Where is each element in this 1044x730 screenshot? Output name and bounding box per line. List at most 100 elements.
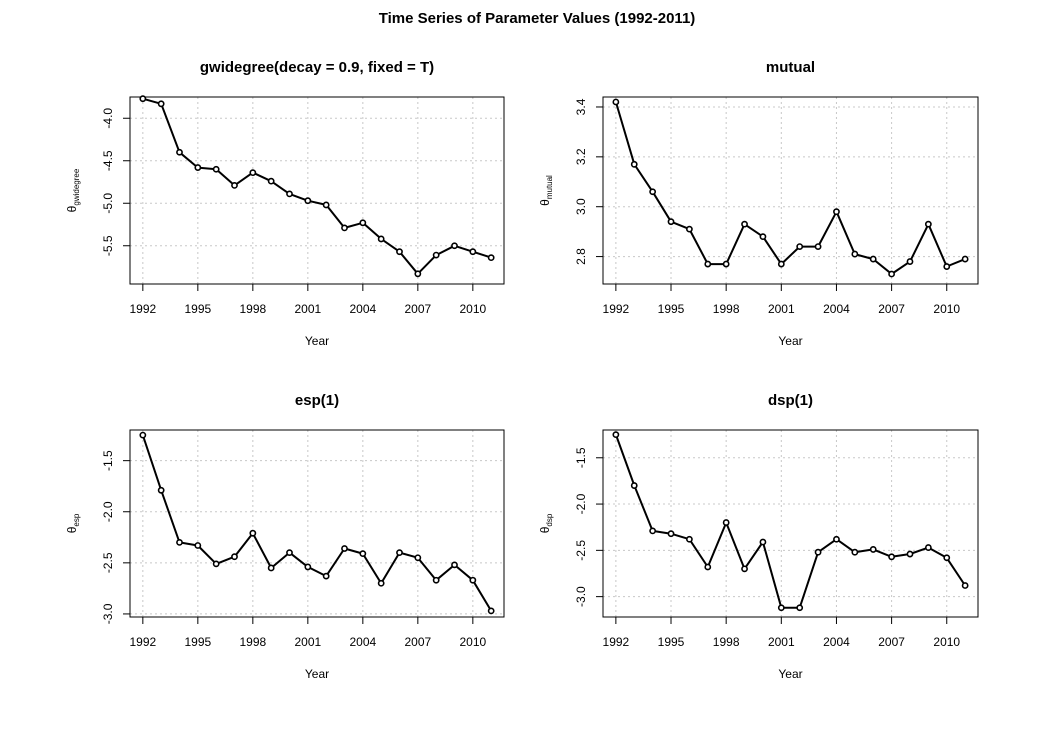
- data-point: [759, 538, 767, 546]
- y-axis-subscript: dsp: [545, 513, 554, 526]
- data-point: [286, 190, 293, 198]
- data-point: [414, 270, 422, 278]
- figure-title: Time Series of Parameter Values (1992-20…: [379, 10, 696, 27]
- data-point: [888, 270, 896, 278]
- x-tick-label: 1995: [658, 635, 685, 649]
- data-point: [961, 255, 969, 263]
- series-line: [141, 434, 493, 612]
- data-point: [139, 95, 147, 103]
- x-tick-label: 2004: [823, 635, 850, 649]
- x-axis-label: Year: [778, 667, 802, 681]
- plot-frame: [129, 96, 505, 285]
- data-point: [906, 550, 914, 558]
- data-point: [630, 160, 638, 168]
- y-axis-symbol: θ: [538, 526, 552, 533]
- data-point: [704, 260, 712, 268]
- x-tick-label: 2004: [823, 302, 850, 316]
- data-point: [722, 519, 730, 526]
- x-tick-label: 2010: [933, 635, 960, 649]
- data-point: [157, 100, 165, 108]
- data-point: [451, 561, 458, 569]
- y-tick-label: -2.0: [101, 501, 115, 522]
- data-point: [322, 201, 330, 209]
- data-point: [777, 260, 785, 268]
- data-point: [249, 529, 257, 537]
- x-tick-label: 2004: [349, 635, 376, 649]
- data-point: [924, 220, 932, 228]
- data-point: [139, 431, 147, 439]
- data-point: [612, 98, 620, 106]
- x-tick-label: 1992: [129, 302, 156, 316]
- data-point: [487, 607, 495, 615]
- data-point: [249, 169, 257, 177]
- data-point: [722, 260, 730, 268]
- y-tick-label: -4.0: [101, 108, 115, 129]
- data-point: [869, 255, 877, 263]
- y-axis-label: θesp: [65, 513, 81, 533]
- data-point: [612, 431, 620, 439]
- x-tick-label: 2010: [459, 635, 486, 649]
- data-point: [888, 553, 896, 561]
- data-point: [851, 548, 859, 556]
- y-axis-label: θmutual: [538, 175, 554, 206]
- data-point: [869, 546, 877, 553]
- x-tick-label: 2001: [294, 635, 321, 649]
- x-tick-label: 2010: [933, 302, 960, 316]
- data-point: [796, 243, 804, 250]
- data-point: [741, 220, 748, 228]
- data-point: [194, 164, 202, 171]
- plot-frame: [602, 96, 979, 285]
- y-axis-subscript: esp: [72, 513, 81, 526]
- x-tick-label: 2001: [768, 302, 795, 316]
- data-point: [667, 218, 675, 226]
- x-tick-label: 1992: [603, 635, 630, 649]
- x-tick-label: 1995: [184, 302, 211, 316]
- data-point: [176, 148, 183, 156]
- data-point: [924, 544, 932, 551]
- x-tick-label: 1995: [658, 302, 685, 316]
- x-axis-label: Year: [305, 334, 329, 348]
- x-tick-label: 2010: [459, 302, 486, 316]
- data-point: [814, 548, 822, 556]
- data-point: [176, 539, 183, 546]
- data-point: [943, 263, 951, 270]
- x-tick-label: 1995: [184, 635, 211, 649]
- x-tick-label: 2007: [878, 302, 905, 316]
- panel-3: 1992 1995 1998 2001 2004 2007 2010 -1.5 -2.0 -2.5…: [65, 392, 505, 681]
- y-tick-label: -5.5: [101, 235, 115, 256]
- data-point: [451, 242, 458, 250]
- y-tick-label: -2.0: [574, 493, 588, 514]
- x-tick-label: 1998: [239, 302, 266, 316]
- data-point: [267, 564, 275, 572]
- x-tick-label: 1992: [603, 302, 630, 316]
- data-point: [814, 243, 822, 250]
- data-point: [212, 165, 220, 173]
- data-point: [469, 248, 477, 256]
- data-point: [267, 177, 275, 185]
- x-tick-label: 2001: [768, 635, 795, 649]
- panel-1: 1992 1995 1998 2001 2004 2007 2010 -4.0 -4.5 -5.0…: [65, 59, 505, 348]
- data-point: [341, 545, 348, 552]
- x-tick-label: 1998: [713, 302, 740, 316]
- y-tick-label: -1.5: [574, 447, 588, 468]
- x-axis-label: Year: [305, 667, 329, 681]
- series-line: [614, 101, 966, 275]
- y-tick-label: -2.5: [101, 552, 115, 573]
- data-point: [359, 550, 367, 558]
- panel-4: 1992 1995 1998 2001 2004 2007 2010 -1.5 -2.0 -2.5…: [538, 392, 979, 681]
- data-point: [396, 248, 403, 256]
- y-tick-label: -5.0: [101, 193, 115, 214]
- series-line: [614, 434, 966, 609]
- data-point: [322, 572, 330, 580]
- x-tick-label: 2007: [404, 302, 431, 316]
- data-point: [685, 535, 693, 543]
- data-point: [851, 250, 859, 258]
- data-point: [649, 188, 657, 196]
- y-axis-label: θdsp: [538, 513, 554, 533]
- data-point: [341, 224, 348, 232]
- x-tick-label: 1992: [129, 635, 156, 649]
- data-point: [833, 208, 840, 216]
- panel-title: mutual: [766, 59, 815, 76]
- data-point: [667, 530, 675, 538]
